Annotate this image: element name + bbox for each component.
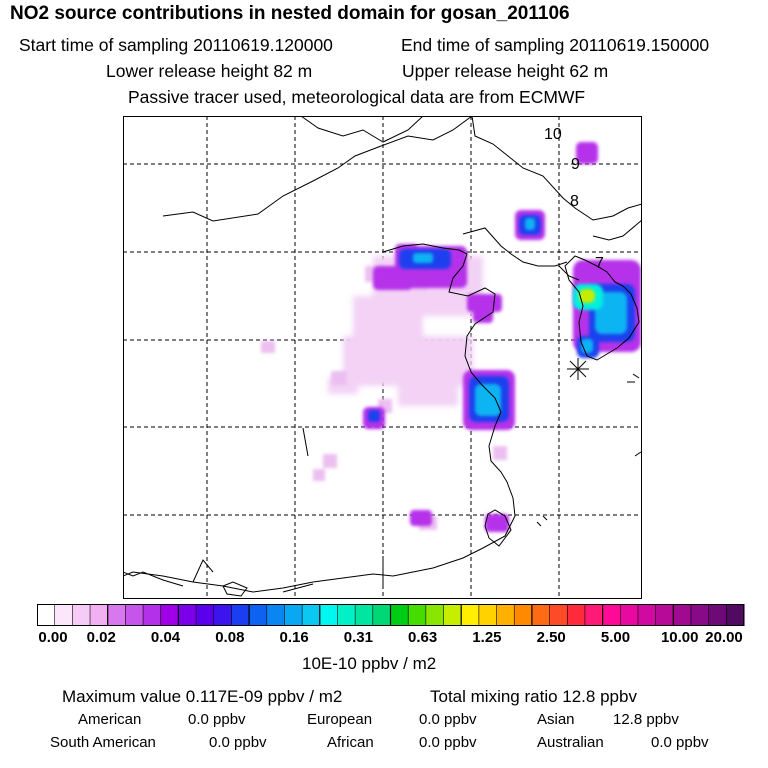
colorbar-frame (37, 604, 744, 626)
hotspots-cyan (413, 218, 627, 416)
region-name: Asian (537, 711, 575, 728)
colorbar-tick-label: 0.00 (38, 629, 68, 646)
colorbar-units: 10E-10 ppbv / m2 (302, 654, 437, 673)
coastlines (123, 116, 642, 599)
colorbar-cell (302, 604, 321, 626)
colorbar-tick-label: 0.63 (408, 629, 438, 646)
colorbar-cell (319, 604, 339, 626)
region-value: 12.8 ppbv (613, 711, 679, 728)
region-value: 0.0 ppbv (209, 734, 267, 751)
region-name: African (327, 734, 374, 751)
map-label-7: 7 (595, 255, 604, 272)
colorbar-cell (514, 604, 533, 626)
colorbar-cell (584, 604, 604, 626)
region-value: 0.0 ppbv (419, 734, 477, 751)
colorbar-cell (355, 604, 374, 626)
colorbar-cell (425, 604, 445, 626)
region-value: 0.0 ppbv (419, 711, 477, 728)
colorbar-cell (496, 604, 515, 626)
colorbar-cell (284, 604, 303, 626)
end-time: End time of sampling 20110619.150000 (401, 35, 710, 55)
colorbar-cell (372, 604, 392, 626)
colorbar-tick-label: 2.50 (536, 629, 566, 646)
colorbar-tick-label: 0.02 (86, 629, 116, 646)
colorbar-tick-label: 5.00 (600, 629, 631, 646)
colorbar-cell (726, 604, 745, 626)
colorbar-tick-label: 1.25 (472, 629, 502, 646)
max-value: Maximum value 0.117E-09 ppbv / m2 (62, 687, 343, 706)
map-plot: 10 9 8 7 (123, 116, 642, 599)
colorbar-cell (602, 604, 621, 626)
colorbar-cell (213, 604, 233, 626)
colorbar-tick-label: 0.31 (343, 629, 373, 646)
total-mixing-ratio: Total mixing ratio 12.8 ppbv (430, 687, 637, 706)
colorbar-cell (231, 604, 250, 626)
colorbar-cell (266, 604, 286, 626)
colorbar-cell (637, 604, 657, 626)
colorbar-cell (90, 604, 109, 626)
region-name: European (307, 711, 373, 728)
colorbar-cell (249, 604, 268, 626)
lower-release-height: Lower release height 82 m (106, 61, 313, 81)
colorbar-cell (143, 604, 162, 626)
colorbar-tick-label: 0.16 (279, 629, 309, 646)
colorbar-tick-label: 0.08 (215, 629, 245, 646)
grid-lines (123, 116, 642, 599)
region-value: 0.0 ppbv (651, 734, 709, 751)
colorbar-cell (37, 604, 56, 626)
region-name: American (78, 711, 142, 728)
region-name: South American (50, 734, 156, 751)
colorbar-cell (478, 604, 498, 626)
colorbar-cell (690, 604, 710, 626)
colorbar-cell (408, 604, 427, 626)
note-tracer: Passive tracer used, meteorological data… (128, 87, 586, 107)
colorbar-cell (54, 604, 73, 626)
colorbar-cell (107, 604, 126, 626)
colorbar-cell (531, 604, 551, 626)
colorbar-cell (125, 604, 144, 626)
colorbar-tick-label: 0.04 (150, 629, 181, 646)
colorbar-cell (567, 604, 586, 626)
colorbar-cell (708, 604, 727, 626)
map-label-9: 9 (571, 156, 580, 173)
map-label-8: 8 (570, 193, 579, 210)
colorbar-cell (160, 604, 180, 626)
hotspot-yellow (579, 289, 595, 303)
colorbar-cell (390, 604, 409, 626)
chart-title: NO2 source contributions in nested domai… (10, 3, 570, 24)
colorbar-cell (673, 604, 692, 626)
colorbar-cell (549, 604, 568, 626)
colorbar-cell (655, 604, 674, 626)
region-value: 0.0 ppbv (188, 711, 246, 728)
upper-release-height: Upper release height 62 m (402, 61, 609, 81)
colorbar-cell (337, 604, 356, 626)
map-frame (123, 116, 642, 599)
receptor-marker-icon (567, 358, 589, 380)
colorbar-cell (443, 604, 462, 626)
colorbar-cell (72, 604, 91, 626)
map-label-10: 10 (544, 126, 562, 143)
colorbar (37, 604, 745, 626)
colorbar-cell (620, 604, 639, 626)
region-name: Australian (537, 734, 604, 751)
colorbar-cell (196, 604, 215, 626)
colorbar-cell (461, 604, 480, 626)
colorbar-tick-label: 10.00 (660, 629, 699, 646)
colorbar-tick-label: 20.00 (705, 629, 743, 646)
colorbar-cell (178, 604, 197, 626)
start-time: Start time of sampling 20110619.120000 (19, 35, 333, 55)
